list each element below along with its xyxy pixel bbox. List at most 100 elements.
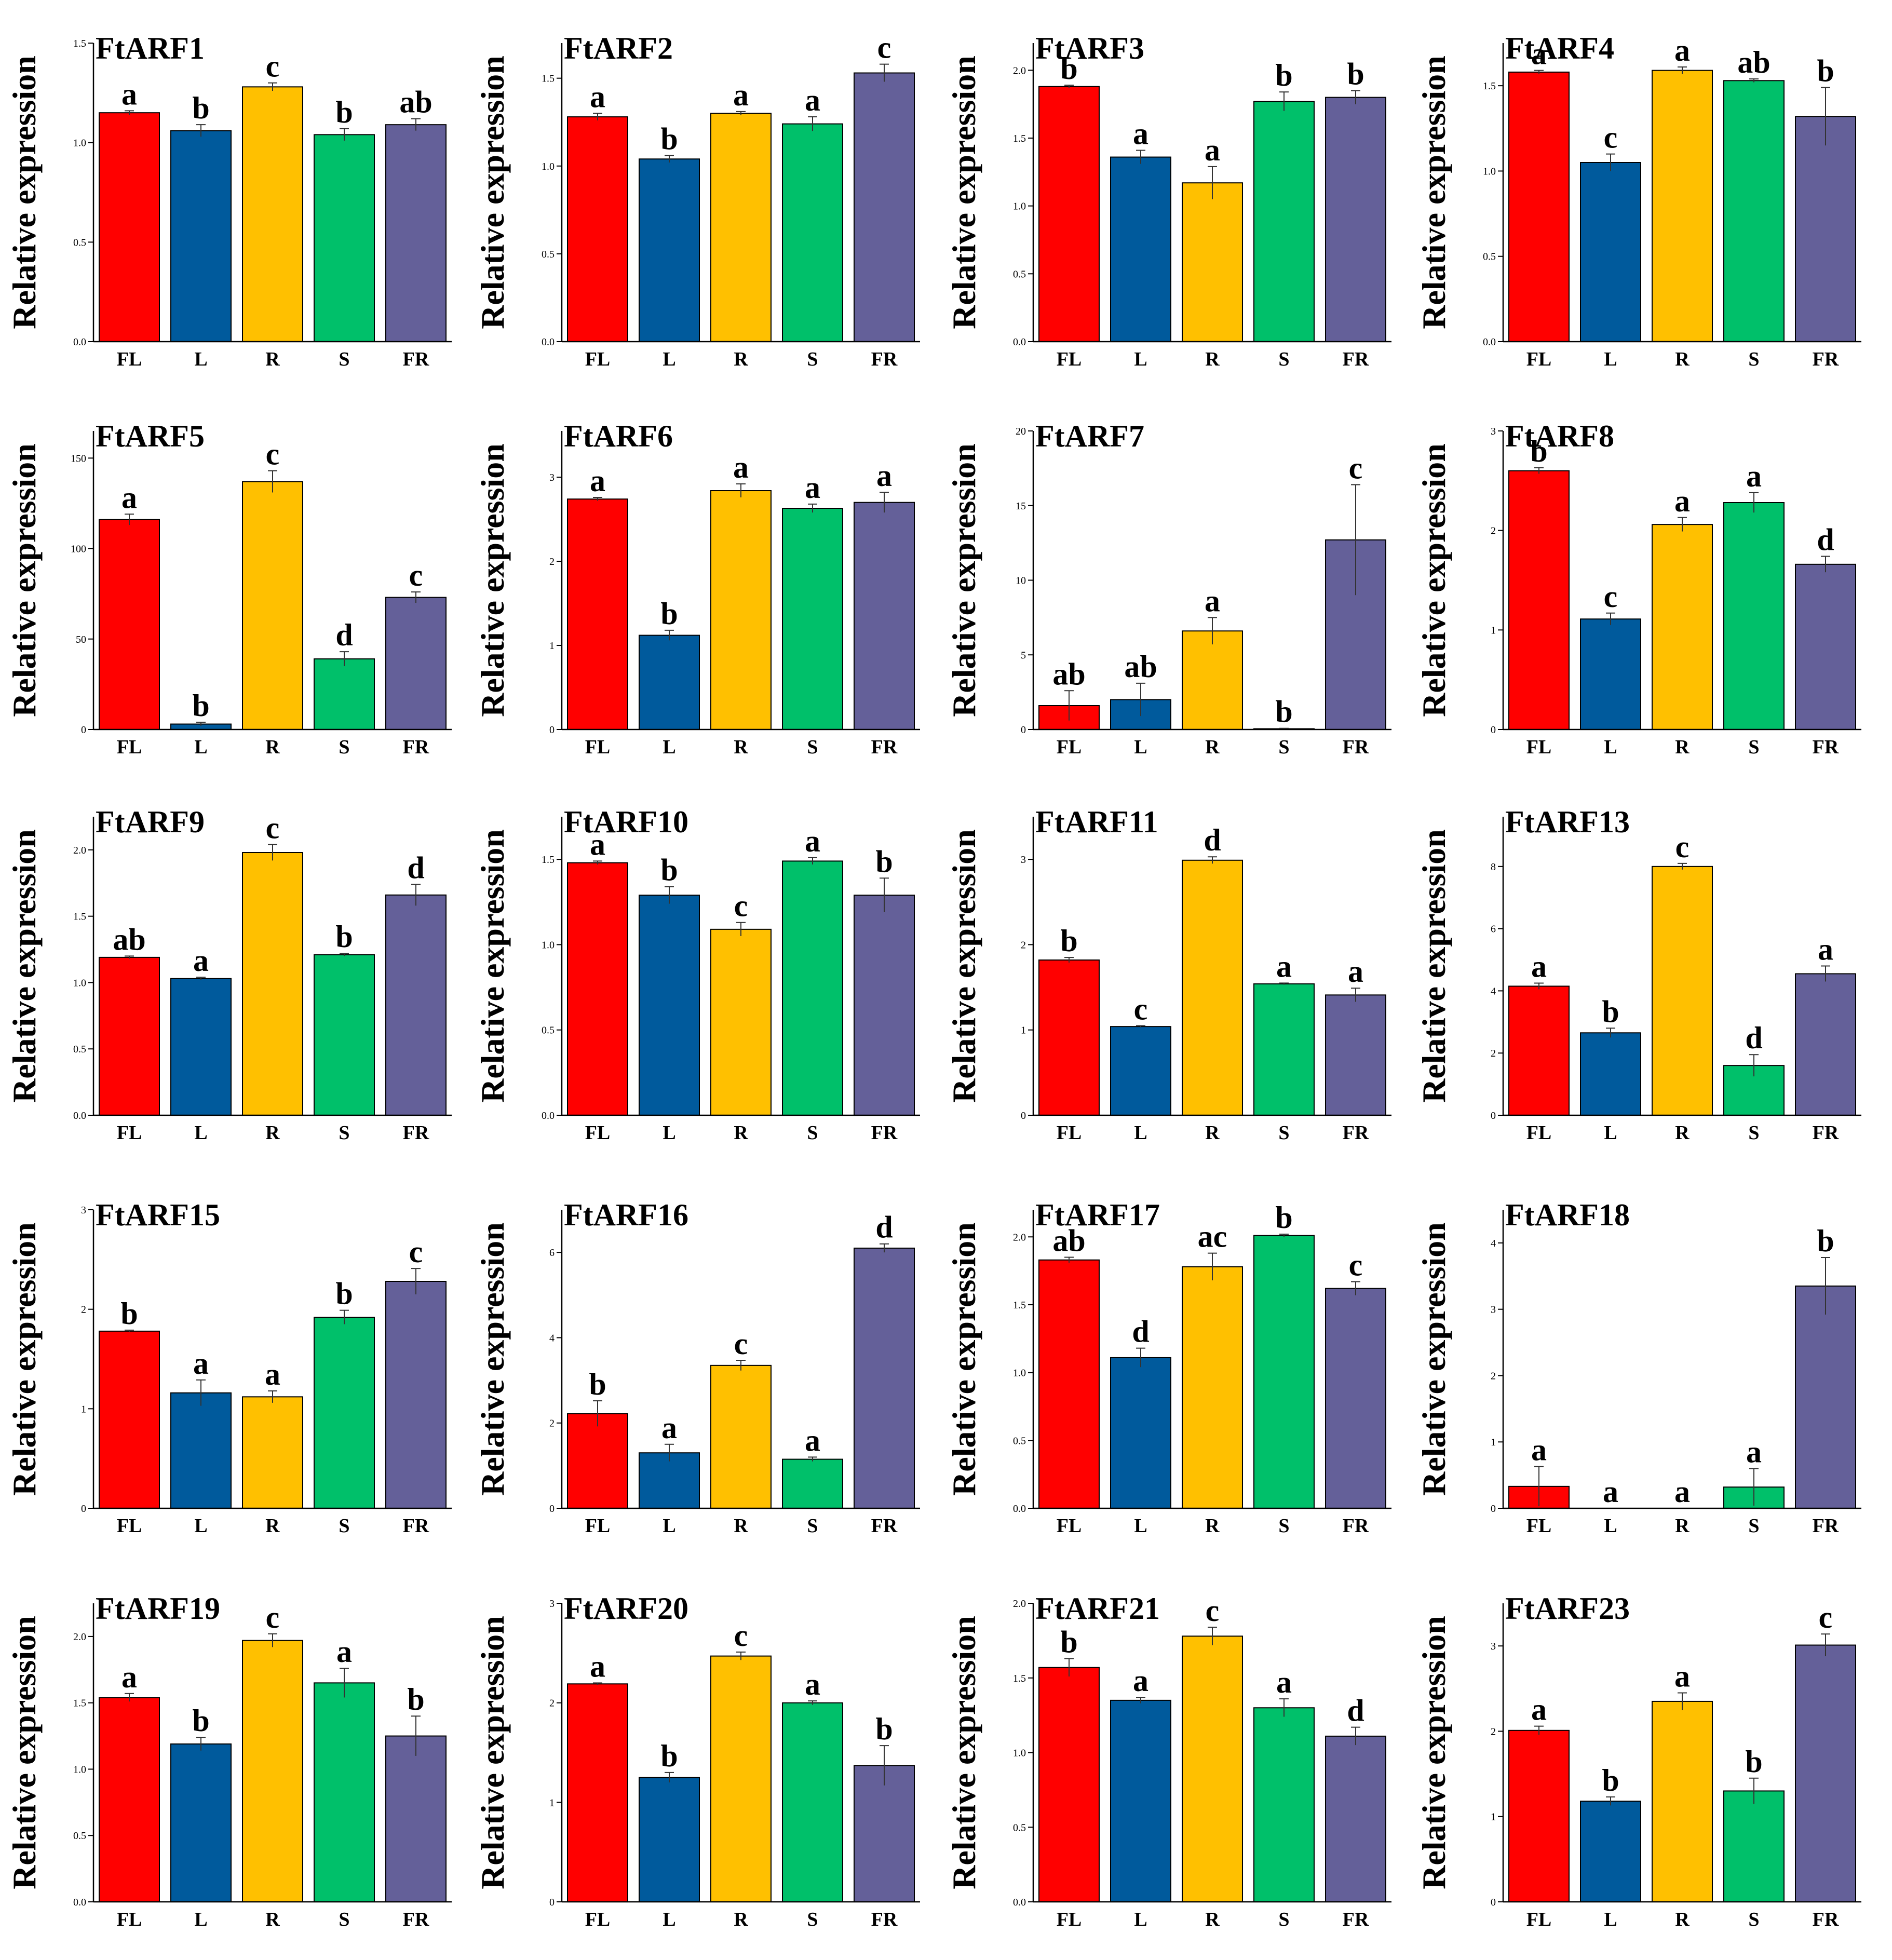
x-tick-label: FR xyxy=(871,1515,898,1537)
bar-fl xyxy=(1038,1259,1100,1509)
significance-letter: d xyxy=(335,618,353,652)
bar-fr xyxy=(1795,563,1856,731)
bar-s xyxy=(314,1682,375,1902)
significance-letter: c xyxy=(734,1327,748,1361)
x-tick-label: S xyxy=(339,1909,349,1930)
y-tick-label: 1.0 xyxy=(542,161,555,172)
bar-s xyxy=(782,860,843,1116)
y-tick-label: 50 xyxy=(76,634,86,645)
y-tick-label: 0 xyxy=(1491,1897,1496,1908)
y-tick-label: 2 xyxy=(549,556,555,567)
x-tick-label: L xyxy=(194,1122,207,1144)
y-tick-label: 2.0 xyxy=(1013,65,1026,76)
y-tick-label: 10 xyxy=(1016,575,1026,587)
x-tick-label: R xyxy=(1675,1515,1690,1537)
bar-fl xyxy=(567,862,628,1116)
significance-letter: b xyxy=(1602,994,1619,1029)
x-tick-label: R xyxy=(1675,736,1690,758)
y-axis-label: Relative expression xyxy=(6,56,43,329)
y-tick-label: 1.0 xyxy=(73,138,86,149)
y-tick-label: 15 xyxy=(1016,501,1026,512)
x-tick-label: R xyxy=(1205,1909,1220,1930)
bar-r xyxy=(242,1640,303,1903)
bar-s xyxy=(1253,1235,1315,1509)
significance-letter: a xyxy=(1276,1665,1292,1699)
significance-letter: b xyxy=(120,1296,138,1331)
y-tick-label: 2 xyxy=(1491,1370,1496,1382)
panel-title: FtARF2 xyxy=(564,31,673,65)
y-tick-label: 6 xyxy=(1491,924,1496,935)
panel-title: FtARF5 xyxy=(96,419,205,453)
x-tick-label: S xyxy=(807,1515,818,1537)
significance-letter: a xyxy=(1531,949,1547,983)
x-tick-label: S xyxy=(339,348,349,370)
y-tick-label: 3 xyxy=(1491,1304,1496,1316)
significance-letter: ab xyxy=(1124,650,1157,684)
panel-title: FtARF18 xyxy=(1505,1198,1630,1232)
significance-letter: a xyxy=(1746,1435,1762,1469)
significance-letter: a xyxy=(876,458,892,493)
chart-panel-ftarf4: a FL c La Rab Sb FR 0.0 0.5 1.0 1.5 FtARF4 Relative … xyxy=(1415,31,1861,370)
bar-r xyxy=(1652,1700,1713,1902)
y-tick-label: 1 xyxy=(81,1403,86,1415)
y-tick-label: 1 xyxy=(1491,1437,1496,1448)
x-tick-label: FL xyxy=(117,1515,142,1537)
significance-letter: a xyxy=(1674,33,1690,67)
x-tick-label: L xyxy=(1134,1515,1147,1537)
significance-letter: b xyxy=(660,1739,678,1773)
x-tick-label: L xyxy=(1134,1122,1147,1144)
chart-panel-ftarf21: b FL a Lc Ra Sd FR 0.0 0.5 1.0 1.5 2.0 FtARF21 Relati… xyxy=(945,1591,1391,1930)
significance-letter: c xyxy=(1819,1600,1833,1634)
x-tick-label: R xyxy=(265,1909,280,1930)
significance-letter: c xyxy=(1675,830,1690,864)
x-tick-label: FR xyxy=(1813,348,1839,370)
x-tick-label: FR xyxy=(1343,1122,1369,1144)
x-tick-label: FR xyxy=(1813,736,1839,758)
x-tick-label: R xyxy=(265,1122,280,1144)
x-tick-label: FR xyxy=(1343,1515,1369,1537)
x-tick-label: FR xyxy=(871,1909,898,1930)
significance-letter: a xyxy=(1603,1475,1618,1509)
x-tick-label: FL xyxy=(1057,1515,1082,1537)
x-tick-label: L xyxy=(663,736,675,758)
y-tick-label: 0.0 xyxy=(73,1897,86,1908)
y-axis-label: Relative expression xyxy=(945,56,982,329)
bar-l xyxy=(1110,1699,1171,1902)
x-tick-label: S xyxy=(1748,1515,1759,1537)
panel-title: FtARF1 xyxy=(96,31,205,65)
bar-r xyxy=(1182,1266,1243,1509)
x-tick-label: FR xyxy=(871,348,898,370)
significance-letter: b xyxy=(192,1704,209,1738)
y-tick-label: 150 xyxy=(71,453,86,464)
y-axis-label: Relative expression xyxy=(1415,56,1452,329)
y-tick-label: 1.0 xyxy=(73,977,86,989)
x-tick-label: L xyxy=(663,1909,675,1930)
y-tick-label: 2.0 xyxy=(1013,1598,1026,1610)
y-tick-label: 3 xyxy=(1491,1641,1496,1652)
significance-letter: b xyxy=(335,1277,353,1311)
y-axis-label: Relative expression xyxy=(945,443,982,717)
y-tick-label: 2.0 xyxy=(73,845,86,856)
x-tick-label: R xyxy=(1675,348,1690,370)
x-tick-label: S xyxy=(339,1515,349,1537)
x-tick-label: S xyxy=(807,348,818,370)
significance-letter: a xyxy=(1674,484,1690,518)
panel-title: FtARF7 xyxy=(1035,419,1144,453)
x-tick-label: S xyxy=(1278,1515,1289,1537)
chart-panel-ftarf11: b FL c Ld Ra Sa FR 0 1 2 3 FtARF11 Relative expressi… xyxy=(945,805,1391,1144)
significance-letter: a xyxy=(193,943,209,978)
bar-l xyxy=(1110,1026,1171,1116)
significance-letter: a xyxy=(590,827,605,861)
x-tick-label: FL xyxy=(117,736,142,758)
y-axis-label: Relative expression xyxy=(1415,1616,1452,1889)
y-tick-label: 4 xyxy=(549,1332,555,1344)
y-tick-label: 0.5 xyxy=(1013,1822,1026,1833)
panel-title: FtARF13 xyxy=(1505,805,1630,839)
significance-letter: a xyxy=(661,1411,677,1445)
significance-letter: b xyxy=(1275,58,1292,92)
significance-letter: b xyxy=(589,1367,606,1401)
y-tick-label: 100 xyxy=(71,544,86,555)
y-tick-label: 1 xyxy=(549,1797,555,1808)
y-tick-label: 1 xyxy=(1491,1812,1496,1823)
